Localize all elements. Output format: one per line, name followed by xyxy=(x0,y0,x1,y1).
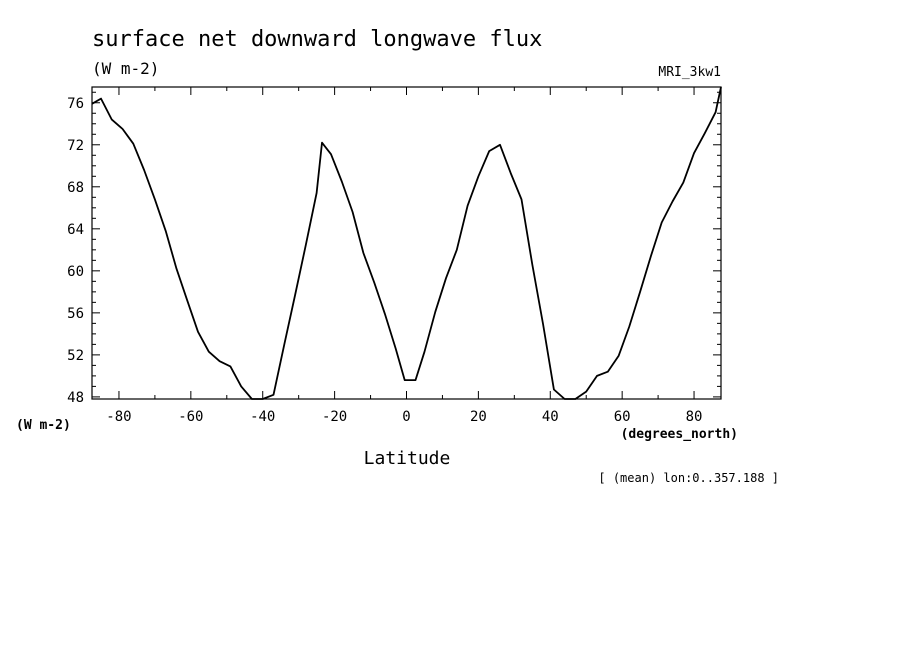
x-tick-label: -60 xyxy=(178,409,203,425)
ticks-layer xyxy=(92,87,721,399)
x-axis-units: (degrees_north) xyxy=(621,427,738,442)
y-tick-label: 56 xyxy=(67,306,84,322)
x-tick-label: 20 xyxy=(470,409,487,425)
x-tick-labels: -80 -60 -40 -20 0 20 40 60 80 xyxy=(106,409,702,425)
series-line xyxy=(91,86,722,400)
model-label: MRI_3kw1 xyxy=(658,65,721,80)
x-tick-label: 60 xyxy=(614,409,631,425)
x-tick-label: 80 xyxy=(686,409,703,425)
x-tick-label: 0 xyxy=(402,409,410,425)
averaging-note: [ (mean) lon:0..357.188 ] xyxy=(598,471,779,485)
y-tick-label: 68 xyxy=(67,180,84,196)
x-tick-label: -80 xyxy=(106,409,131,425)
x-tick-label: -40 xyxy=(250,409,275,425)
y-tick-label: 48 xyxy=(67,390,84,406)
y-tick-label: 76 xyxy=(67,96,84,112)
x-tick-label: -20 xyxy=(322,409,347,425)
y-tick-labels: 48 52 56 60 64 68 72 76 xyxy=(67,96,84,406)
units-label: (W m-2) xyxy=(92,59,159,78)
series-layer xyxy=(91,86,722,400)
chart-title: surface net downward longwave flux xyxy=(92,27,542,52)
x-axis-label: Latitude xyxy=(364,448,451,469)
y-axis-units: (W m-2) xyxy=(16,418,71,433)
y-tick-label: 60 xyxy=(67,264,84,280)
plot-frame xyxy=(91,86,722,400)
y-tick-label: 52 xyxy=(67,348,84,364)
y-tick-label: 72 xyxy=(67,138,84,154)
y-tick-label: 64 xyxy=(67,222,84,238)
x-tick-label: 40 xyxy=(542,409,559,425)
